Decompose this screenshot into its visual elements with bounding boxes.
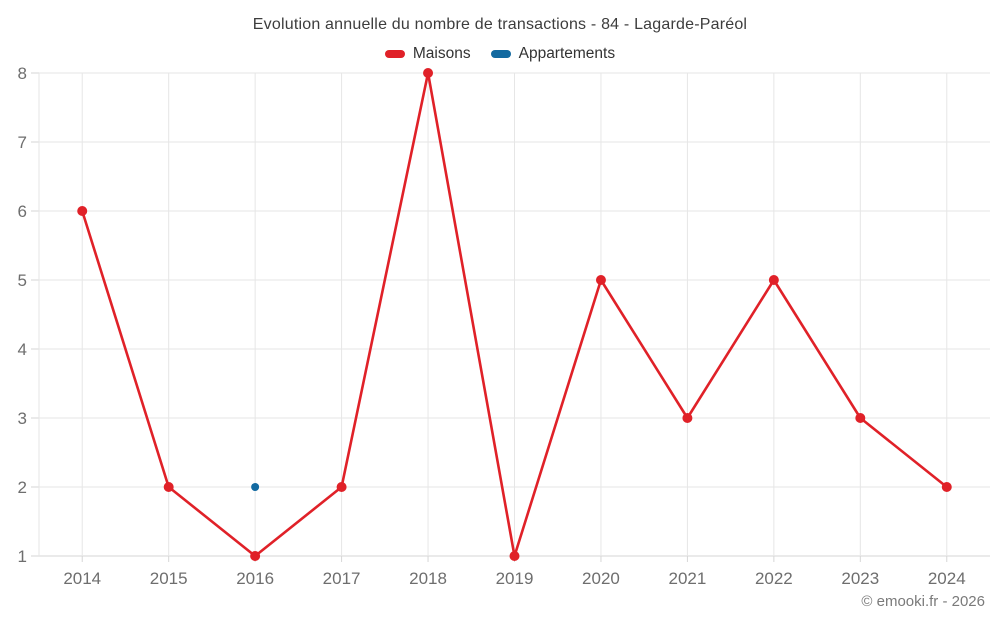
y-axis-tick-label: 4	[18, 340, 27, 359]
x-axis-tick-label: 2015	[150, 569, 188, 588]
y-axis-tick-label: 2	[18, 478, 27, 497]
x-axis-tick-label: 2022	[755, 569, 793, 588]
data-point-maisons-2020[interactable]	[595, 275, 606, 285]
data-point-maisons-2017[interactable]	[336, 482, 347, 492]
data-point-maisons-2019[interactable]	[509, 551, 520, 561]
data-point-maisons-2014[interactable]	[77, 206, 88, 216]
x-axis-tick-label: 2016	[236, 569, 274, 588]
data-point-maisons-2015[interactable]	[163, 482, 174, 492]
data-point-maisons-2023[interactable]	[855, 413, 866, 423]
legend-label-appartements: Appartements	[518, 45, 616, 62]
data-point-maisons-2024[interactable]	[941, 482, 952, 492]
data-point-maisons-2016[interactable]	[250, 551, 261, 561]
x-axis-tick-label: 2017	[323, 569, 361, 588]
data-point-maisons-2022[interactable]	[768, 275, 779, 285]
legend-item-appartements[interactable]: Appartements	[490, 45, 616, 63]
data-point-maisons-2018[interactable]	[423, 68, 434, 78]
footer-credit: © emooki.fr - 2026	[861, 593, 985, 610]
y-axis-tick-label: 5	[18, 271, 27, 290]
legend-item-maisons[interactable]: Maisons	[384, 45, 471, 63]
x-axis-tick-label: 2020	[582, 569, 620, 588]
y-axis-tick-label: 7	[18, 133, 27, 152]
x-axis-tick-label: 2019	[496, 569, 534, 588]
x-axis-tick-label: 2014	[63, 569, 101, 588]
y-axis-tick-label: 8	[18, 64, 27, 83]
legend: Maisons Appartements	[0, 45, 1000, 63]
x-axis-tick-label: 2023	[841, 569, 879, 588]
chart-title: Evolution annuelle du nombre de transact…	[252, 16, 748, 33]
data-point-appartements-2016[interactable]	[251, 483, 260, 491]
legend-swatch-appartements-icon	[490, 50, 511, 58]
y-axis-tick-label: 6	[18, 202, 27, 221]
x-axis-tick-label: 2018	[409, 569, 447, 588]
x-axis-tick-label: 2021	[668, 569, 706, 588]
legend-swatch-maisons-icon	[384, 50, 405, 58]
y-axis-tick-label: 1	[18, 547, 27, 566]
data-point-maisons-2021[interactable]	[682, 413, 693, 423]
legend-label-maisons: Maisons	[412, 45, 471, 62]
y-axis-tick-label: 3	[18, 409, 27, 428]
x-axis-tick-label: 2024	[928, 569, 966, 588]
